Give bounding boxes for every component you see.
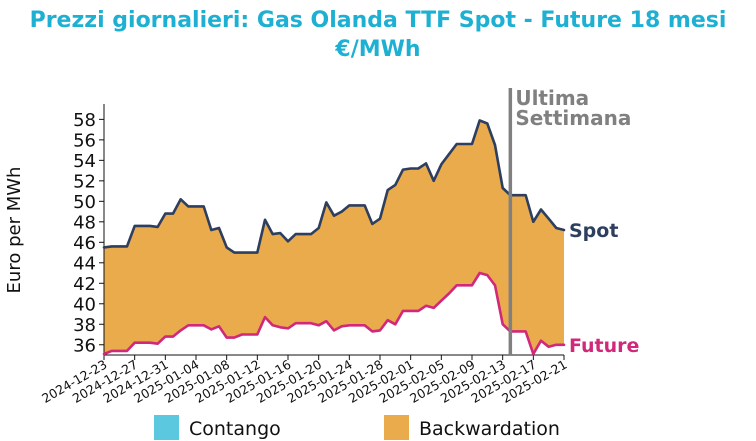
legend-swatch-backwardation [384,415,409,440]
y-tick-label: 50 [73,192,96,213]
legend-label-contango: Contango [189,418,281,440]
ultima-settimana-label: Ultima [515,86,589,110]
y-tick-label: 44 [73,253,96,274]
legend-label-backwardation: Backwardation [419,418,560,440]
series-label-future: Future [569,335,639,357]
y-tick-label: 54 [73,151,96,172]
chart-subtitle: €/MWh [334,37,420,62]
y-tick-label: 36 [73,335,96,356]
y-tick-label: 40 [73,294,96,315]
series-line-spot [102,119,566,254]
fill-layer [104,120,564,355]
series-line-future [102,271,566,356]
legend: Contango Backwardation [154,415,560,440]
y-tick-label: 48 [73,212,96,233]
backwardation-area [104,120,564,355]
y-tick-label: 38 [73,315,96,336]
chart-title: Prezzi giornalieri: Gas Olanda TTF Spot … [30,8,727,33]
y-tick-label: 42 [73,274,96,295]
lines-layer [102,119,566,356]
y-tick-label: 58 [73,110,96,131]
series-label-spot: Spot [569,220,618,242]
ultima-settimana-label: Settimana [515,106,631,130]
y-tick-label: 46 [73,233,96,254]
y-axis-label: Euro per MWh [4,167,25,294]
y-tick-label: 52 [73,171,96,192]
series-labels: Spot Future [569,220,639,357]
y-tick-label: 56 [73,130,96,151]
legend-swatch-contango [154,415,179,440]
